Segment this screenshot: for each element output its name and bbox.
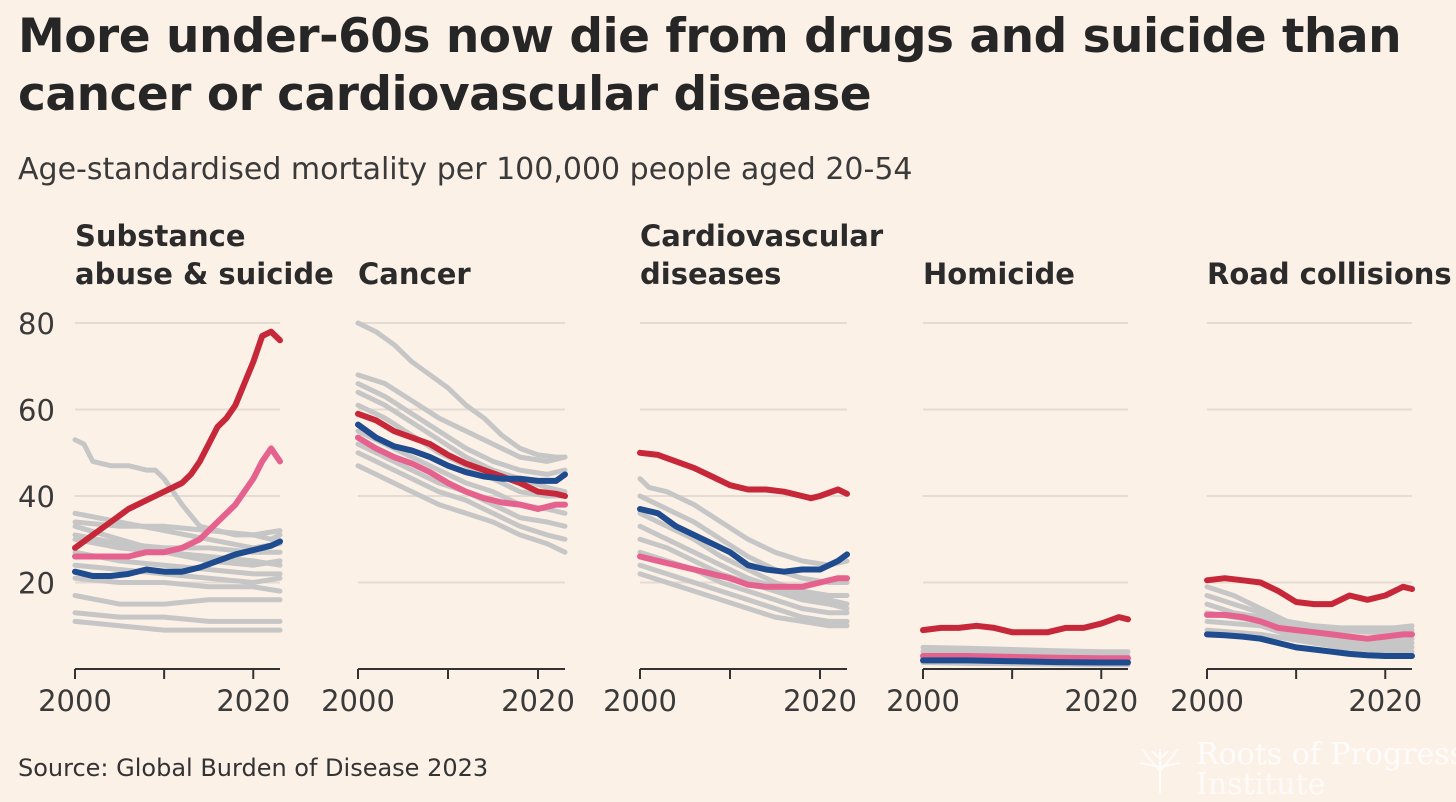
chart-subtitle: Age-standardised mortality per 100,000 p… <box>18 152 913 187</box>
series-line-gray <box>355 320 568 460</box>
series-line-red <box>920 614 1131 636</box>
series-line-gray <box>355 389 568 495</box>
panel-title: Substance <box>75 219 246 253</box>
y-tick-label: 60 <box>18 394 55 428</box>
series-line-gray <box>355 450 568 542</box>
panel-1: Substance abuse & suicide 80 60 40 20 2000 2020 <box>18 219 334 718</box>
series-line-gray <box>637 523 850 607</box>
x-tick-label: 2020 <box>783 684 857 718</box>
panel-title: Road collisions <box>1207 257 1452 291</box>
panel-4: Homicide 2000 2020 <box>886 257 1138 718</box>
series-line-blue <box>72 538 283 579</box>
y-tick-label: 80 <box>18 307 55 341</box>
series-line-gray <box>72 536 283 568</box>
series-line-gray <box>72 610 283 624</box>
series-line-pink <box>72 445 283 560</box>
series-line-gray <box>72 575 283 594</box>
series-line-pink <box>920 653 1131 662</box>
x-tick-label: 2000 <box>886 684 960 718</box>
x-tick-label: 2020 <box>1348 684 1422 718</box>
x-tick-label: 2000 <box>38 684 112 718</box>
series-line-gray <box>355 463 568 555</box>
series-line-red <box>72 328 283 551</box>
series-line-pink <box>1204 611 1415 642</box>
series-line-red <box>637 449 850 502</box>
panel-title: Cardiovascular <box>640 219 884 253</box>
series-line-blue <box>637 506 850 575</box>
series-line-gray <box>355 372 568 464</box>
source-note: Source: Global Burden of Disease 2023 <box>18 754 489 782</box>
series-line-gray <box>637 571 850 629</box>
series-line-blue <box>920 657 1131 666</box>
series-line-blue <box>355 421 568 484</box>
series-line-gray <box>72 519 283 538</box>
panel-title: diseases <box>640 257 781 291</box>
panel-3: Cardiovascular diseases 2000 2020 <box>603 219 884 718</box>
panel-title: Cancer <box>358 257 471 291</box>
series-line-pink <box>355 434 568 512</box>
watermark-line-2: Institute <box>1196 767 1326 802</box>
x-tick-label: 2020 <box>1064 684 1138 718</box>
x-tick-label: 2000 <box>603 684 677 718</box>
x-tick-label: 2000 <box>321 684 395 718</box>
panel-5: Road collisions 2000 2020 <box>1170 257 1452 718</box>
roots-of-progress-logo: Roots of Progress Institute <box>1130 740 1456 800</box>
series-line-gray <box>355 381 568 477</box>
x-tick-label: 2000 <box>1170 684 1244 718</box>
x-tick-label: 2020 <box>216 684 290 718</box>
panel-2: Cancer 2000 2020 <box>321 257 575 718</box>
panel-title: abuse & suicide <box>75 257 334 291</box>
watermark-line-1: Roots of Progress <box>1196 737 1456 772</box>
panel-title: Homicide <box>923 257 1075 291</box>
x-tick-label: 2020 <box>501 684 575 718</box>
series-line-gray <box>637 562 850 624</box>
series-line-gray <box>1204 584 1415 631</box>
series-line-gray <box>920 644 1131 655</box>
series-line-gray <box>72 593 283 607</box>
series-line-gray <box>1204 627 1415 655</box>
series-line-pink <box>637 553 850 590</box>
series-line-gray <box>72 562 283 585</box>
y-tick-label: 20 <box>18 567 55 601</box>
series-line-gray <box>637 510 850 598</box>
series-line-red <box>1204 575 1415 608</box>
series-line-gray <box>1204 618 1415 650</box>
series-line-blue <box>1204 631 1415 659</box>
series-line-red <box>355 410 568 499</box>
tree-icon <box>1139 748 1181 793</box>
series-line-gray <box>72 618 283 633</box>
chart-title: More under-60s now die from drugs and su… <box>18 9 1402 122</box>
y-tick-label: 40 <box>18 480 55 514</box>
series-line-gray <box>637 476 850 568</box>
